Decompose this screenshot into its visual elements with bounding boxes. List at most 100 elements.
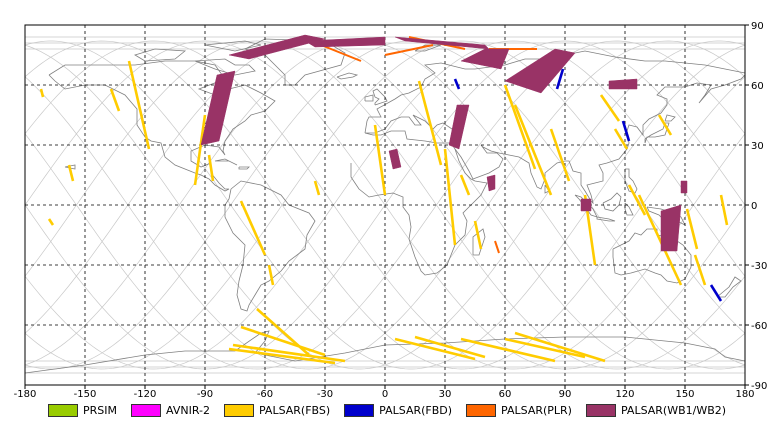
swath-palsar-fbs [207, 154, 215, 182]
swath-palsar-wb [486, 174, 496, 192]
legend-item: PALSAR(PLR) [466, 403, 572, 417]
world-map: -180 -150 -120 -90 -60 -30 0 30 60 90 120 150 180 90 6… [14, 21, 768, 400]
x-tick-label: 0 [382, 389, 388, 400]
swath-palsar-wb [680, 180, 688, 194]
legend-swatch [344, 403, 375, 417]
coastline [602, 192, 622, 212]
swath-palsar-fbs [503, 84, 537, 170]
swath-palsar-wb [388, 148, 402, 170]
swath-palsar-fbs [613, 128, 629, 150]
legend-label: PALSAR(FBS) [258, 403, 331, 417]
swath-palsar-fbs [459, 174, 471, 196]
y-tick-label: -30 [751, 261, 767, 272]
swath-palsar-fbs [657, 114, 673, 136]
legend-item: PALSAR(WB1/WB2) [585, 403, 726, 417]
swath-palsar-wb [608, 78, 638, 90]
swath-palsar-fbs [228, 347, 336, 365]
legend-label: PALSAR(PLR) [501, 403, 572, 417]
coastline [624, 168, 638, 194]
x-tick-label: 150 [675, 389, 694, 400]
x-tick-label: -60 [257, 389, 273, 400]
legend-swatch [131, 403, 161, 417]
swath-palsar-fbs [394, 337, 476, 361]
x-tick-label: -90 [197, 389, 213, 400]
swath-palsar-wb [660, 204, 682, 252]
x-tick-label: -180 [14, 389, 37, 400]
coastline [596, 216, 616, 222]
x-tick-label: -30 [317, 389, 333, 400]
y-tick-label: -90 [751, 381, 767, 392]
coastline [454, 74, 746, 205]
x-tick-label: 30 [439, 389, 452, 400]
swath-palsar-fbs [127, 60, 151, 150]
coastline [664, 114, 676, 122]
swath-palsar-fbs [549, 128, 571, 182]
swath-palsar-fbd [709, 284, 723, 302]
coastline [204, 40, 262, 52]
swath-palsar-fbs [693, 254, 707, 286]
swath-palsar-fbs [719, 194, 729, 226]
coastline [612, 226, 692, 284]
x-tick-label: 60 [499, 389, 512, 400]
coastline [194, 58, 256, 76]
swath-palsar-plr [494, 240, 500, 254]
x-tick-label: 90 [559, 389, 572, 400]
coastline [336, 72, 359, 80]
swath-palsar-fbs [685, 208, 699, 250]
y-tick-label: -60 [751, 321, 767, 332]
coastline [372, 88, 388, 106]
legend-item: PALSAR(FBD) [344, 403, 452, 417]
swath-palsar-fbs [627, 184, 647, 216]
coastline [134, 48, 187, 62]
swath-palsar-fbs [513, 104, 553, 196]
coastline [224, 180, 316, 312]
swath-palsar-fbs [443, 148, 457, 246]
legend-item: PALSAR(FBS) [223, 403, 331, 417]
swath-palsar-fbs [232, 343, 346, 363]
y-tick-label: 60 [751, 81, 764, 92]
legend-swatch [223, 403, 254, 417]
swath-palsar-wb [228, 34, 326, 60]
swath-palsar-fbs [193, 114, 207, 186]
coastline [364, 114, 456, 144]
coastline [350, 142, 488, 276]
swath-palsar-fbs [109, 88, 121, 112]
swath-palsar-plr [384, 44, 434, 56]
swath-palsar-fbs [504, 337, 586, 359]
swath-palsar-fbs [460, 337, 556, 363]
x-tick-label: -120 [134, 389, 157, 400]
coastline [716, 276, 742, 298]
legend: PRSIM AVNIR-2 PALSAR(FBS) PALSAR(FBD) PALSAR… [48, 401, 748, 419]
coastline [364, 94, 374, 102]
swath-palsar-wb [504, 48, 576, 94]
y-tick-label: 90 [751, 21, 764, 32]
swath-palsar-fbs [240, 325, 326, 357]
swath-palsar-fbs [267, 264, 275, 286]
coastline [364, 50, 746, 134]
swath-palsar-wb [304, 36, 386, 48]
coastline [472, 228, 486, 256]
swath-palsar-fbs [239, 200, 267, 256]
legend-swatch [466, 403, 497, 417]
x-tick-label: 180 [735, 389, 754, 400]
x-tick-label: 120 [615, 389, 634, 400]
swath-palsar-fbs [39, 88, 45, 98]
coastline [238, 166, 250, 170]
swath-palsar-fbs [473, 220, 483, 250]
swath-palsar-fbs [414, 335, 486, 359]
y-tick-label: 30 [751, 141, 764, 152]
swath-palsar-fbs [47, 218, 55, 226]
swath-palsar-wb [200, 70, 236, 146]
swath-palsar-fbs [599, 94, 621, 122]
swath-palsar-fbd [621, 120, 631, 142]
swath-palsar-wb [460, 48, 510, 70]
x-tick-label: -150 [74, 389, 97, 400]
swath-palsar-fbs [514, 331, 606, 363]
coastline [214, 158, 238, 166]
swath-palsar-fbs [67, 164, 75, 182]
swath-palsar-fbs [373, 124, 387, 196]
swath-palsar-fbd [555, 68, 565, 90]
swath-palsar-fbs [637, 194, 683, 286]
legend-swatch [585, 403, 616, 417]
